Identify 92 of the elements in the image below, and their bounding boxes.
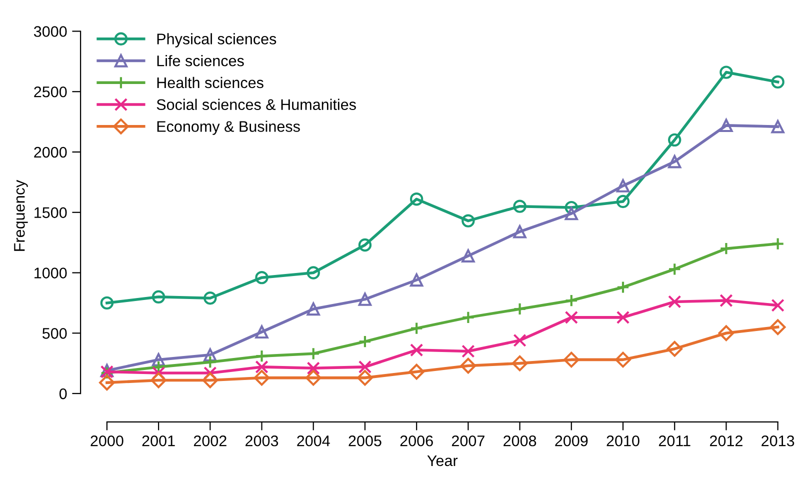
point xyxy=(99,374,115,391)
point xyxy=(410,322,424,335)
point xyxy=(564,200,578,214)
point xyxy=(770,319,786,336)
x-tick-label: 2007 xyxy=(452,435,484,446)
point xyxy=(462,214,475,228)
point xyxy=(720,294,733,308)
point xyxy=(410,273,424,287)
x-tick-label: 2013 xyxy=(762,435,794,446)
y-tick-label: 2000 xyxy=(34,146,67,158)
point xyxy=(358,292,372,306)
y-tick-label: 0 xyxy=(59,388,67,400)
point xyxy=(255,349,268,363)
point xyxy=(204,366,217,380)
point xyxy=(462,310,475,324)
x-tick-label: 2000 xyxy=(90,435,124,446)
point xyxy=(306,302,320,316)
point xyxy=(720,66,733,79)
x-tick-label: 2010 xyxy=(606,435,640,446)
point xyxy=(512,355,528,372)
y-tick-label: 1000 xyxy=(34,268,67,278)
point xyxy=(668,295,682,308)
point xyxy=(720,118,733,132)
point xyxy=(410,192,424,206)
point xyxy=(616,194,630,208)
point xyxy=(306,266,320,280)
point xyxy=(254,370,270,386)
point xyxy=(668,133,682,147)
point xyxy=(462,249,475,262)
point xyxy=(255,360,268,374)
point xyxy=(720,242,733,256)
point xyxy=(306,362,320,375)
point xyxy=(666,340,683,357)
point xyxy=(616,310,630,324)
x-tick-label: 2012 xyxy=(710,435,742,446)
legend-label: Economy & Business xyxy=(157,120,300,135)
point xyxy=(204,348,217,362)
point xyxy=(255,270,268,284)
point xyxy=(152,290,166,304)
x-tick-label: 2004 xyxy=(297,435,330,446)
legend-label: Physical sciences xyxy=(157,33,276,48)
point xyxy=(358,238,372,252)
point xyxy=(513,225,526,238)
point xyxy=(564,310,578,324)
point xyxy=(616,280,630,294)
x-tick-label: 2002 xyxy=(194,435,226,446)
point xyxy=(668,155,682,168)
point xyxy=(771,237,784,250)
point xyxy=(513,200,526,213)
legend-label: Life sciences xyxy=(157,55,244,66)
point xyxy=(357,370,373,386)
legend-label: Social sciences & Humanities xyxy=(156,98,356,110)
point xyxy=(615,352,631,368)
point xyxy=(358,334,372,348)
x-tick-label: 2001 xyxy=(142,435,175,446)
point xyxy=(462,344,475,358)
point xyxy=(668,262,682,276)
y-tick-label: 1500 xyxy=(34,207,67,218)
y-tick-label: 2500 xyxy=(34,86,67,98)
y-tick-label: 3000 xyxy=(34,26,67,37)
y-tick-label: 500 xyxy=(42,328,67,339)
point xyxy=(563,352,580,368)
x-tick-label: 2011 xyxy=(658,435,690,446)
point xyxy=(771,298,784,312)
point xyxy=(460,358,476,374)
point xyxy=(771,120,784,134)
point xyxy=(410,343,424,357)
x-tick-label: 2009 xyxy=(555,435,588,446)
point xyxy=(513,334,526,347)
point xyxy=(100,296,114,310)
point xyxy=(513,302,526,316)
x-tick-label: 2006 xyxy=(400,435,433,446)
point xyxy=(718,325,734,342)
point xyxy=(150,372,166,388)
point xyxy=(204,356,217,369)
y-axis-title: Frequency xyxy=(14,180,28,251)
legend-label: Health sciences xyxy=(157,76,264,88)
point xyxy=(408,364,424,380)
point xyxy=(204,292,217,305)
x-tick-label: 2003 xyxy=(246,435,278,446)
point xyxy=(152,353,166,366)
x-axis-title: Year xyxy=(427,455,458,466)
point xyxy=(616,179,630,192)
x-tick-label: 2005 xyxy=(348,435,382,446)
point xyxy=(255,325,268,339)
x-tick-label: 2008 xyxy=(504,435,536,446)
point xyxy=(305,370,322,386)
point xyxy=(564,206,578,220)
point xyxy=(202,372,218,388)
point xyxy=(358,360,372,374)
point xyxy=(771,75,784,89)
point xyxy=(564,294,578,308)
